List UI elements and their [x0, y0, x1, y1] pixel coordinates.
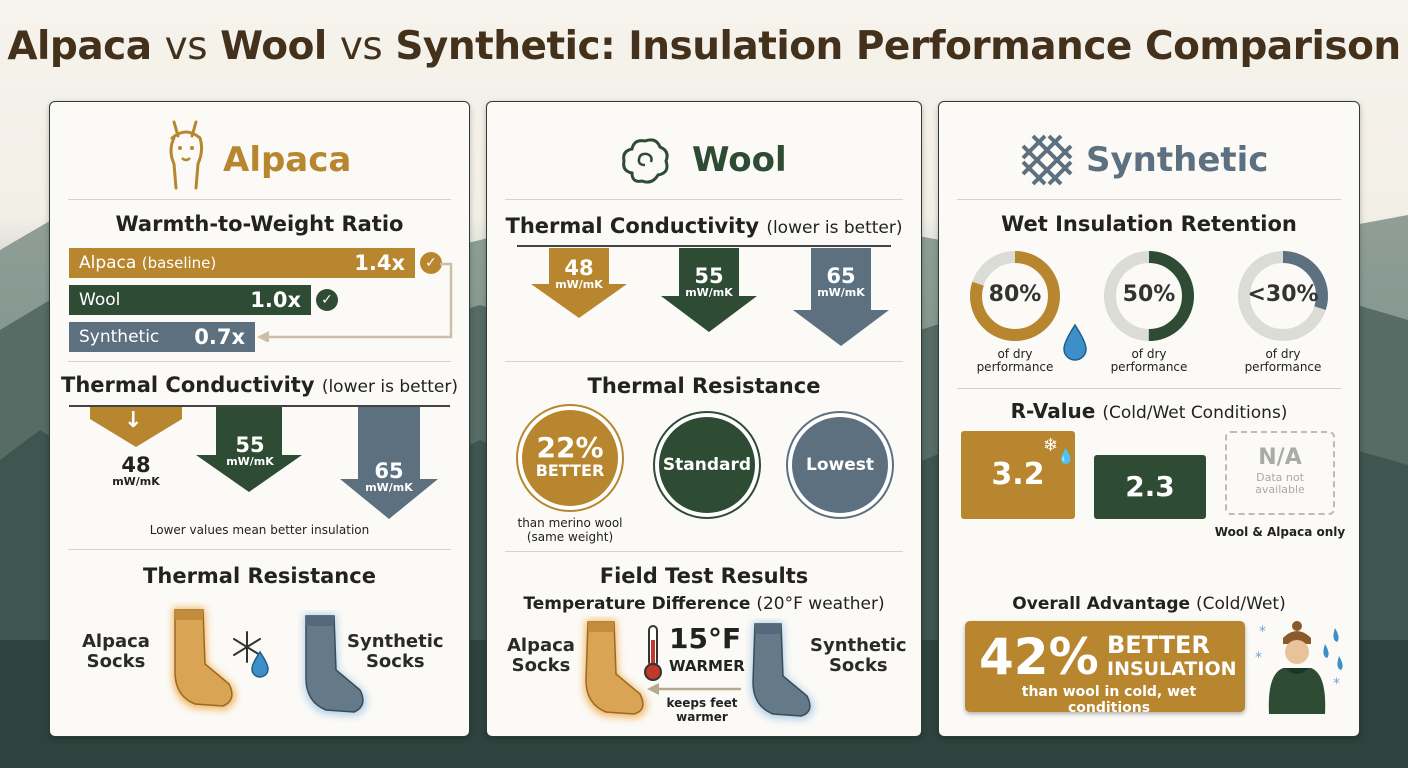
synthetic-socks-label: Synthetic Socks [347, 631, 444, 672]
ring-progress-1 [1104, 251, 1194, 341]
connector-arrow [257, 262, 453, 342]
ring-sub-alpaca: of dry performance [976, 347, 1054, 374]
field-alpaca-label: Alpaca Socks [507, 635, 575, 676]
water-drop-icon [1063, 323, 1087, 361]
alpaca-resistance-title: Thermal Resistance [143, 564, 376, 588]
wool-conductivity-55: 55 mW/mK [685, 264, 733, 299]
wool-conductivity-arrows [531, 248, 889, 346]
resistance-circle-alpaca: 22% BETTER [518, 406, 622, 510]
field-synthetic-sock-icon [750, 622, 814, 720]
hiker-icon: * * * [1255, 621, 1343, 714]
wool-conductivity-65: 65 mW/mK [817, 264, 865, 299]
advantage-line3: than wool in cold, wet conditions [1021, 684, 1197, 716]
rvalue-title: R-Value (Cold/Wet Conditions) [1010, 399, 1288, 423]
rvalue-footnote: Wool & Alpaca only [1214, 525, 1346, 539]
resistance-circle-wool: Standard [655, 413, 759, 517]
ring-label-synthetic: <30% [1247, 282, 1319, 307]
warmth-bar-wool: Wool 1.0x [69, 285, 311, 315]
warmth-bar-synthetic: Synthetic 0.7x [69, 322, 255, 352]
keeps-feet-warmer: keeps feet warmer [666, 696, 738, 724]
rvalue-synthetic: N/A Data not available [1225, 431, 1335, 515]
wet-retention-rings [970, 251, 1328, 341]
synthetic-panel: Synthetic Wet Insulation Retention 80% 5… [938, 101, 1360, 737]
advantage-box: 42% BETTER INSULATION than wool in cold,… [965, 621, 1245, 716]
alpaca-conductivity-65: 65 mW/mK [365, 459, 413, 494]
check-icon: ✓ [316, 289, 338, 311]
snowflake-icon [233, 631, 261, 663]
resistance-note: than merino wool (same weight) [517, 516, 623, 544]
field-synthetic-label: Synthetic Socks [810, 635, 907, 676]
alpaca-panel: Alpaca Warmth-to-Weight Ratio Alpaca (ba… [49, 101, 470, 737]
synthetic-sock-icon [303, 614, 367, 716]
svg-text:*: * [1259, 624, 1266, 640]
synthetic-header: Synthetic [1086, 140, 1269, 180]
ring-label-wool: 50% [1122, 282, 1176, 307]
alpaca-header: Alpaca [223, 140, 352, 180]
rvalue-alpaca: 3.2 [961, 431, 1075, 519]
water-drop-icon [251, 650, 269, 678]
down-arrow-icon: ↓ [124, 408, 143, 433]
alpaca-conductivity-55: 55 mW/mK [226, 433, 274, 468]
svg-text:*: * [1255, 650, 1262, 666]
conductivity-footnote: Lower values mean better insulation [149, 523, 370, 537]
warmth-bar-alpaca: Alpaca (baseline) 1.4x [69, 248, 415, 278]
alpaca-sock-icon [172, 608, 236, 710]
wool-panel: Wool Thermal Conductivity (lower is bett… [486, 101, 922, 737]
advantage-line1: BETTER [1107, 631, 1210, 659]
rvalue-wool: 2.3 [1094, 455, 1206, 519]
wool-icon [622, 138, 669, 184]
field-test-subtitle: Temperature Difference (20°F weather) [523, 594, 885, 614]
wet-retention-title: Wet Insulation Retention [1001, 212, 1297, 236]
resistance-circle-synthetic: Lowest [788, 413, 892, 517]
advantage-line2: INSULATION [1107, 658, 1237, 680]
ring-progress-0 [970, 251, 1060, 341]
ring-sub-wool: of dry performance [1110, 347, 1188, 374]
alpaca-conductivity-title: Thermal Conductivity (lower is better) [61, 373, 458, 397]
left-arrow-icon [647, 683, 741, 695]
svg-text:*: * [1333, 676, 1340, 692]
wool-conductivity-48: 48 mW/mK [555, 256, 603, 291]
snowflake-icon: ❄ [1043, 435, 1059, 456]
ring-label-alpaca: 80% [988, 282, 1042, 307]
advantage-title: Overall Advantage (Cold/Wet) [1012, 594, 1286, 614]
page-title: Alpaca vs Wool vs Synthetic: Insulation … [7, 24, 1401, 69]
woven-fabric-icon [1021, 134, 1073, 186]
ring-progress-2 [1238, 251, 1328, 341]
alpaca-icon [169, 120, 204, 190]
temperature-difference: 15°F [669, 622, 742, 655]
field-test-title: Field Test Results [599, 564, 809, 588]
field-alpaca-sock-icon [583, 620, 647, 718]
alpaca-socks-label: Alpaca Socks [82, 631, 150, 672]
thermometer-icon [644, 625, 662, 681]
ring-sub-synthetic: of dry performance [1244, 347, 1322, 374]
wool-resistance-title: Thermal Resistance [587, 374, 821, 398]
wool-header: Wool [692, 140, 787, 180]
water-drop-icon: 💧 [1057, 449, 1075, 465]
advantage-percent: 42% [979, 628, 1099, 686]
alpaca-conductivity-48: 48 mW/mK [112, 453, 160, 488]
check-icon: ✓ [420, 252, 442, 274]
wool-conductivity-title: Thermal Conductivity (lower is better) [505, 214, 903, 238]
temperature-warmer: WARMER [669, 657, 745, 675]
warmth-title: Warmth-to-Weight Ratio [115, 212, 404, 236]
alpaca-conductivity-arrows [90, 407, 438, 519]
